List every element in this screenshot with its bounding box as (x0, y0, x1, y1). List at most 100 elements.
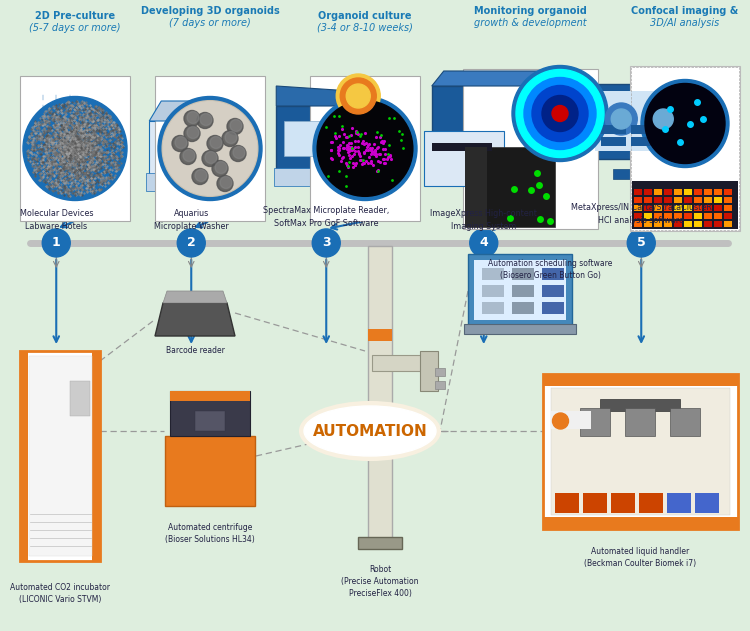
FancyBboxPatch shape (482, 268, 504, 280)
FancyBboxPatch shape (654, 221, 662, 227)
FancyBboxPatch shape (28, 184, 84, 191)
Polygon shape (155, 303, 235, 336)
Circle shape (553, 413, 568, 429)
Circle shape (180, 148, 196, 165)
FancyBboxPatch shape (662, 137, 686, 146)
FancyBboxPatch shape (542, 374, 737, 529)
FancyBboxPatch shape (694, 205, 702, 211)
FancyBboxPatch shape (28, 91, 32, 193)
Circle shape (197, 112, 213, 129)
Circle shape (230, 146, 246, 162)
FancyBboxPatch shape (28, 124, 84, 131)
Circle shape (313, 97, 417, 201)
FancyBboxPatch shape (435, 381, 445, 389)
FancyBboxPatch shape (432, 143, 492, 151)
FancyBboxPatch shape (694, 189, 702, 195)
Circle shape (215, 162, 227, 174)
FancyBboxPatch shape (424, 131, 504, 186)
FancyBboxPatch shape (155, 76, 265, 221)
FancyBboxPatch shape (714, 221, 722, 227)
Text: (Beckman Coulter Biomek i7): (Beckman Coulter Biomek i7) (584, 559, 696, 568)
Circle shape (516, 69, 604, 158)
FancyBboxPatch shape (432, 86, 532, 161)
Circle shape (645, 83, 725, 163)
Circle shape (220, 177, 232, 189)
Circle shape (542, 95, 578, 131)
Circle shape (177, 229, 206, 257)
Text: (Biosero Green Button Go): (Biosero Green Button Go) (500, 271, 601, 280)
FancyBboxPatch shape (464, 146, 554, 227)
FancyBboxPatch shape (654, 189, 662, 195)
FancyBboxPatch shape (634, 189, 642, 195)
Text: (Bioser Solutions HL34): (Bioser Solutions HL34) (165, 535, 255, 544)
Circle shape (175, 136, 187, 148)
FancyBboxPatch shape (482, 302, 504, 314)
Circle shape (192, 168, 208, 184)
Circle shape (611, 109, 632, 129)
FancyBboxPatch shape (372, 355, 427, 371)
FancyBboxPatch shape (92, 351, 100, 561)
Circle shape (158, 97, 262, 201)
FancyBboxPatch shape (276, 106, 351, 171)
Circle shape (470, 229, 498, 257)
Text: Labware Hotels: Labware Hotels (26, 222, 87, 231)
FancyBboxPatch shape (724, 197, 732, 203)
FancyBboxPatch shape (724, 221, 732, 227)
Text: MetaXpress/IN Carta/StrataClusteR: MetaXpress/IN Carta/StrataClusteR (571, 203, 712, 212)
Circle shape (346, 84, 370, 108)
Text: (LICONIC Vario STVM): (LICONIC Vario STVM) (19, 595, 101, 604)
Circle shape (605, 103, 638, 135)
FancyBboxPatch shape (550, 411, 590, 429)
FancyBboxPatch shape (664, 205, 672, 211)
FancyBboxPatch shape (724, 189, 732, 195)
FancyBboxPatch shape (29, 356, 92, 556)
FancyBboxPatch shape (600, 399, 680, 411)
FancyBboxPatch shape (550, 387, 730, 514)
FancyBboxPatch shape (704, 205, 712, 211)
FancyBboxPatch shape (674, 213, 682, 219)
FancyBboxPatch shape (602, 125, 626, 134)
FancyBboxPatch shape (662, 125, 686, 134)
FancyBboxPatch shape (630, 66, 740, 231)
FancyBboxPatch shape (368, 246, 392, 541)
FancyBboxPatch shape (583, 493, 607, 512)
FancyBboxPatch shape (694, 493, 718, 512)
Circle shape (336, 74, 380, 118)
FancyBboxPatch shape (146, 173, 236, 191)
FancyBboxPatch shape (542, 302, 564, 314)
Circle shape (172, 136, 188, 151)
FancyBboxPatch shape (714, 205, 722, 211)
Circle shape (340, 78, 376, 114)
FancyBboxPatch shape (596, 91, 687, 151)
FancyBboxPatch shape (554, 493, 578, 512)
Circle shape (233, 146, 245, 158)
FancyBboxPatch shape (724, 205, 732, 211)
Circle shape (187, 112, 199, 124)
FancyBboxPatch shape (664, 197, 672, 203)
Text: 1: 1 (52, 237, 61, 249)
Text: Developing 3D organoids: Developing 3D organoids (141, 6, 279, 16)
Circle shape (217, 175, 233, 191)
FancyBboxPatch shape (674, 189, 682, 195)
FancyBboxPatch shape (704, 197, 712, 203)
FancyBboxPatch shape (714, 189, 722, 195)
FancyBboxPatch shape (171, 136, 206, 161)
Text: Automated CO2 incubator: Automated CO2 incubator (10, 583, 110, 592)
Circle shape (184, 126, 200, 141)
FancyBboxPatch shape (633, 157, 650, 171)
FancyBboxPatch shape (542, 285, 564, 297)
FancyBboxPatch shape (580, 408, 610, 436)
Text: Molecular Devices: Molecular Devices (20, 209, 93, 218)
FancyBboxPatch shape (274, 168, 354, 186)
FancyBboxPatch shape (634, 221, 642, 227)
FancyBboxPatch shape (632, 125, 656, 134)
FancyBboxPatch shape (81, 91, 84, 193)
FancyBboxPatch shape (704, 213, 712, 219)
Text: Aquarius: Aquarius (173, 209, 208, 218)
Circle shape (222, 131, 238, 146)
FancyBboxPatch shape (644, 221, 652, 227)
FancyBboxPatch shape (704, 221, 712, 227)
FancyBboxPatch shape (70, 381, 90, 416)
Text: AUTOMATION: AUTOMATION (313, 423, 428, 439)
Text: 2: 2 (187, 237, 196, 249)
